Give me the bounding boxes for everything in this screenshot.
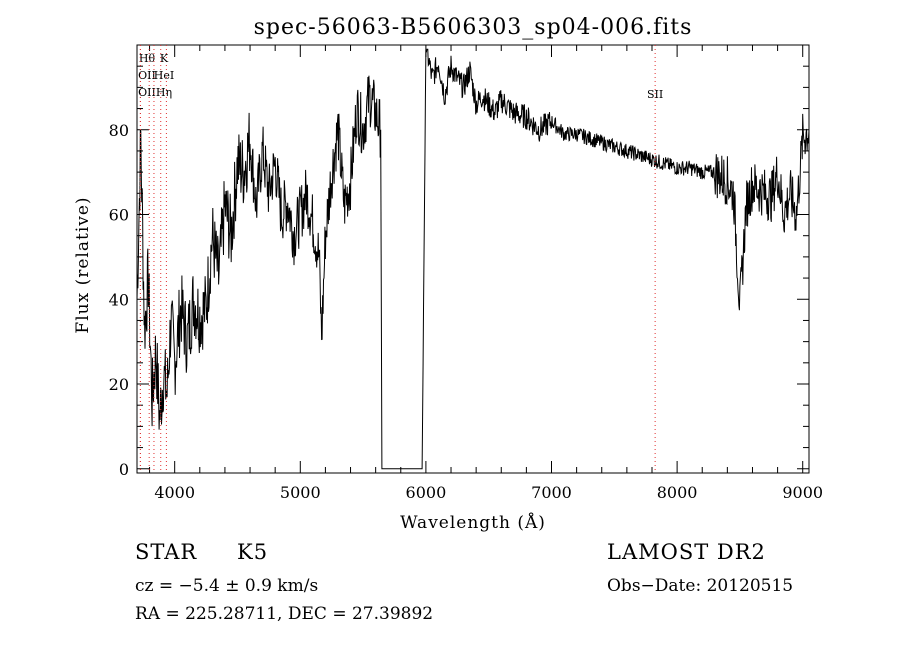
redshift-velocity: cz = −5.4 ± 0.9 km/s: [135, 576, 319, 596]
line-marker-label: HeI: [154, 69, 174, 82]
x-axis-label: Wavelength (Å): [400, 512, 546, 533]
y-tick-label: 20: [109, 375, 129, 394]
spectrum-line: [136, 48, 810, 470]
y-tick-label: 80: [109, 121, 129, 140]
x-tick-label: 4000: [154, 483, 195, 502]
x-tick-label: 9000: [782, 483, 823, 502]
y-tick-label: 60: [109, 206, 129, 225]
x-tick-label: 5000: [280, 483, 321, 502]
y-tick-label: 0: [119, 460, 129, 479]
line-marker-label: Hη: [156, 86, 172, 99]
object-subclass: K5: [237, 540, 269, 564]
coordinates: RA = 225.28711, DEC = 27.39892: [135, 604, 434, 624]
y-tick-label: 40: [109, 290, 129, 309]
line-marker-label: OII: [138, 69, 156, 82]
line-marker-label: K: [160, 52, 169, 65]
x-tick-label: 7000: [531, 483, 572, 502]
line-marker-label: OII: [138, 86, 156, 99]
survey-name: LAMOST DR2: [607, 540, 766, 564]
plot-frame: [136, 44, 810, 474]
x-tick-label: 6000: [406, 483, 447, 502]
chart-title: spec-56063-B5606303_sp04-006.fits: [254, 15, 693, 40]
observation-date: Obs−Date: 20120515: [607, 576, 794, 596]
line-marker-label: SII: [647, 88, 663, 101]
object-class: STAR: [135, 540, 198, 564]
line-marker-label: Hθ: [139, 52, 156, 65]
y-axis-label: Flux (relative): [73, 196, 93, 333]
x-tick-label: 8000: [657, 483, 698, 502]
